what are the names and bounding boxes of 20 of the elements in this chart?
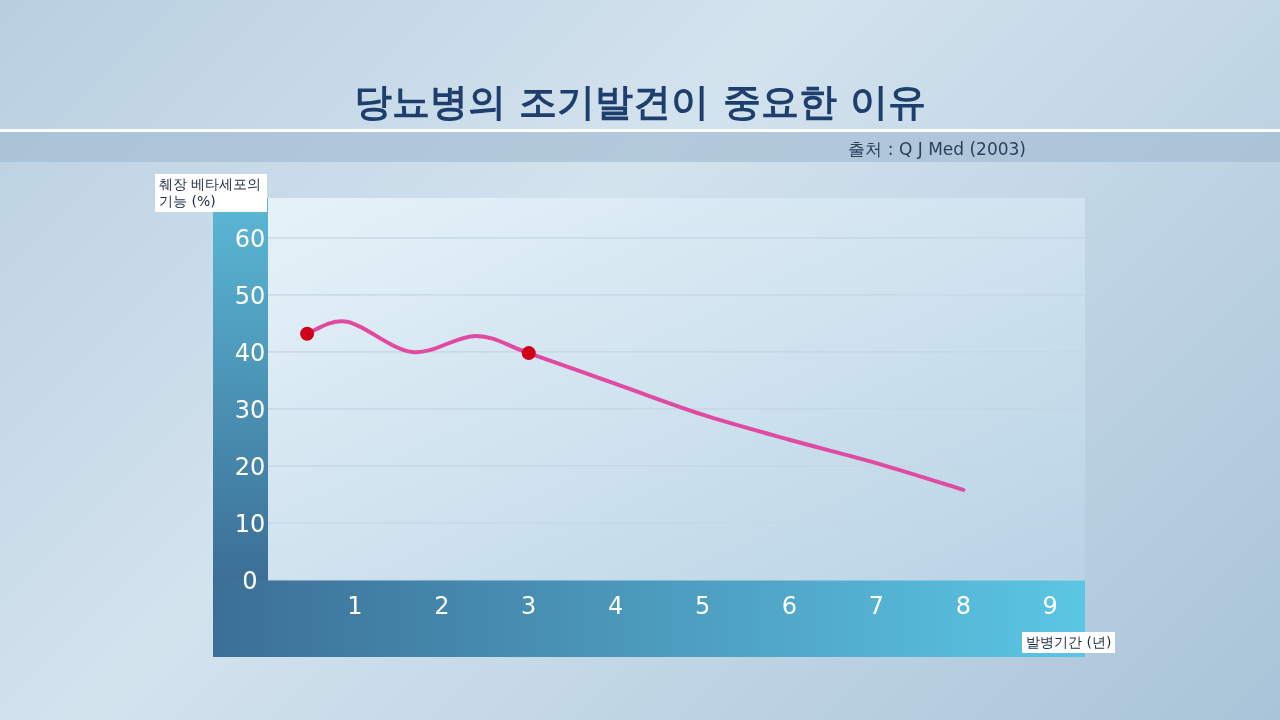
xtick: 2 <box>434 592 450 620</box>
ytick: 10 <box>234 510 266 538</box>
xtick: 1 <box>347 592 363 620</box>
xtick: 4 <box>608 592 624 620</box>
ytick: 30 <box>234 395 266 424</box>
title: 당뇨병의 조기발견이 중요한 이유 <box>354 80 926 124</box>
ytick: 60 <box>234 224 266 253</box>
ytick: 0 <box>242 567 258 595</box>
xtick: 3 <box>521 592 537 620</box>
xlabel: 발병기간 (년) <box>1022 632 1116 653</box>
xtick: 5 <box>694 592 711 620</box>
xtick: 7 <box>868 592 885 620</box>
annotation: 출처 : Q J Med (2003) <box>848 139 1026 159</box>
xtick: 9 <box>1042 592 1058 620</box>
ytick: 40 <box>234 338 266 367</box>
ytick: 20 <box>234 452 266 481</box>
xtick: 6 <box>781 592 798 620</box>
xtick: 8 <box>955 592 971 620</box>
ylabel: 췌장 베타세포의 기능 (%) <box>155 174 267 212</box>
ytick: 50 <box>234 281 266 310</box>
